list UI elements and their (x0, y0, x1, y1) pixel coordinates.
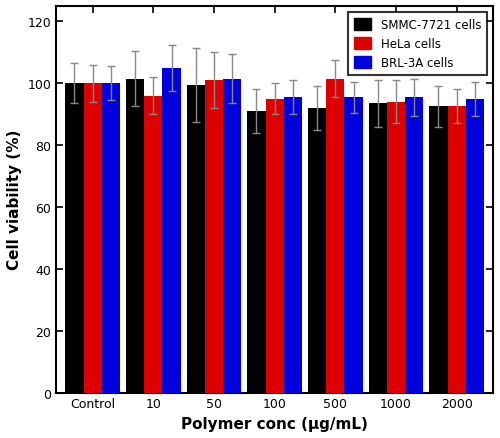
Bar (186, 86, 205, 393)
Bar (405, 98, 423, 393)
Bar (144, 96, 163, 393)
Y-axis label: Cell viability (%): Cell viability (%) (7, 130, 22, 270)
X-axis label: Polymer conc (μg/mL): Polymer conc (μg/mL) (181, 416, 368, 431)
Bar (448, 107, 466, 393)
Bar (223, 79, 242, 393)
Bar (66, 84, 84, 393)
Bar (284, 98, 302, 393)
Bar (205, 81, 223, 393)
Bar (466, 99, 484, 393)
Bar (430, 107, 448, 393)
Bar (344, 98, 362, 393)
Legend: SMMC-7721 cells, HeLa cells, BRL-3A cells: SMMC-7721 cells, HeLa cells, BRL-3A cell… (348, 13, 487, 75)
Bar (162, 69, 180, 393)
Bar (308, 109, 326, 393)
Bar (126, 79, 144, 393)
Bar (248, 112, 266, 393)
Bar (102, 84, 120, 393)
Bar (326, 79, 344, 393)
Bar (266, 99, 283, 393)
Bar (368, 104, 387, 393)
Bar (84, 84, 102, 393)
Bar (387, 102, 405, 393)
